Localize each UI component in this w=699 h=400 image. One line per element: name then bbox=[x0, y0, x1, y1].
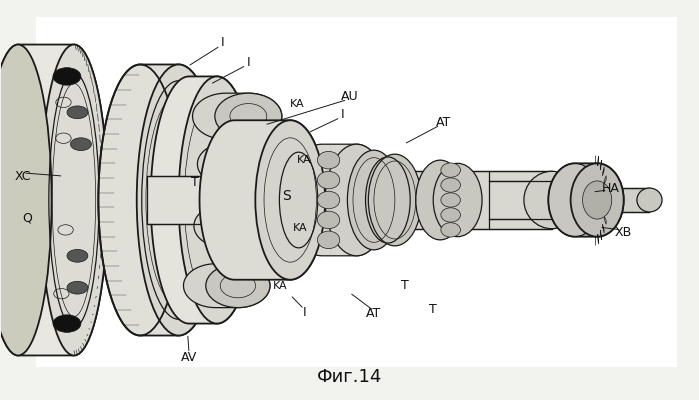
Ellipse shape bbox=[53, 315, 81, 332]
Polygon shape bbox=[603, 167, 604, 176]
Ellipse shape bbox=[441, 163, 461, 177]
Text: I: I bbox=[221, 36, 224, 49]
Ellipse shape bbox=[317, 191, 340, 209]
Polygon shape bbox=[290, 144, 388, 256]
Polygon shape bbox=[147, 176, 370, 224]
Ellipse shape bbox=[637, 188, 662, 212]
Ellipse shape bbox=[347, 150, 401, 250]
Ellipse shape bbox=[215, 93, 282, 140]
Polygon shape bbox=[620, 188, 649, 212]
Ellipse shape bbox=[178, 76, 255, 324]
Text: KA: KA bbox=[297, 155, 312, 165]
Ellipse shape bbox=[368, 154, 421, 246]
Ellipse shape bbox=[582, 181, 612, 219]
Ellipse shape bbox=[570, 163, 624, 237]
Polygon shape bbox=[99, 64, 220, 336]
Polygon shape bbox=[548, 163, 624, 237]
Polygon shape bbox=[151, 76, 255, 324]
Ellipse shape bbox=[317, 211, 340, 229]
Polygon shape bbox=[183, 264, 270, 308]
Ellipse shape bbox=[67, 281, 88, 294]
Text: XC: XC bbox=[15, 170, 31, 182]
Ellipse shape bbox=[325, 144, 388, 256]
Ellipse shape bbox=[317, 231, 340, 249]
Ellipse shape bbox=[433, 163, 482, 237]
Ellipse shape bbox=[206, 264, 270, 308]
Ellipse shape bbox=[317, 151, 340, 169]
Text: S: S bbox=[282, 189, 291, 203]
Text: AV: AV bbox=[181, 351, 197, 364]
Ellipse shape bbox=[168, 108, 182, 117]
Bar bbox=[36, 17, 677, 368]
Ellipse shape bbox=[441, 178, 461, 192]
Ellipse shape bbox=[67, 250, 88, 262]
Text: Q: Q bbox=[22, 212, 32, 224]
Ellipse shape bbox=[216, 204, 280, 248]
Ellipse shape bbox=[67, 106, 88, 119]
Ellipse shape bbox=[255, 120, 325, 280]
Text: HA: HA bbox=[602, 182, 620, 194]
Ellipse shape bbox=[416, 160, 465, 240]
Polygon shape bbox=[489, 181, 572, 219]
Text: AT: AT bbox=[436, 116, 452, 129]
Text: I: I bbox=[247, 56, 250, 69]
Polygon shape bbox=[192, 93, 282, 140]
Text: XB: XB bbox=[615, 226, 633, 239]
Ellipse shape bbox=[168, 283, 182, 292]
Text: T: T bbox=[191, 176, 199, 188]
Text: KA: KA bbox=[273, 281, 287, 291]
Text: KA: KA bbox=[294, 223, 308, 233]
Ellipse shape bbox=[219, 142, 284, 186]
Polygon shape bbox=[600, 230, 601, 240]
Polygon shape bbox=[603, 224, 604, 233]
Ellipse shape bbox=[317, 171, 340, 189]
Polygon shape bbox=[605, 186, 607, 192]
Ellipse shape bbox=[441, 208, 461, 222]
Ellipse shape bbox=[53, 68, 81, 85]
Polygon shape bbox=[350, 171, 552, 229]
Polygon shape bbox=[199, 120, 325, 280]
Text: Фиг.14: Фиг.14 bbox=[317, 368, 382, 386]
Ellipse shape bbox=[441, 193, 461, 207]
Polygon shape bbox=[194, 204, 280, 248]
Text: AU: AU bbox=[340, 90, 359, 103]
Polygon shape bbox=[197, 142, 284, 186]
Ellipse shape bbox=[168, 231, 182, 241]
Text: I: I bbox=[303, 306, 306, 319]
Ellipse shape bbox=[168, 159, 182, 169]
Text: I: I bbox=[340, 108, 345, 121]
Polygon shape bbox=[604, 176, 606, 184]
Ellipse shape bbox=[137, 64, 220, 336]
Text: T: T bbox=[401, 279, 409, 292]
Ellipse shape bbox=[71, 138, 92, 150]
Polygon shape bbox=[604, 216, 606, 224]
Polygon shape bbox=[605, 208, 607, 214]
Ellipse shape bbox=[41, 44, 108, 356]
Ellipse shape bbox=[441, 223, 461, 237]
Ellipse shape bbox=[0, 44, 52, 356]
Text: KA: KA bbox=[290, 99, 305, 109]
Text: T: T bbox=[429, 303, 437, 316]
Polygon shape bbox=[600, 160, 601, 170]
Polygon shape bbox=[0, 44, 108, 356]
Text: AT: AT bbox=[366, 307, 382, 320]
Ellipse shape bbox=[524, 171, 579, 229]
